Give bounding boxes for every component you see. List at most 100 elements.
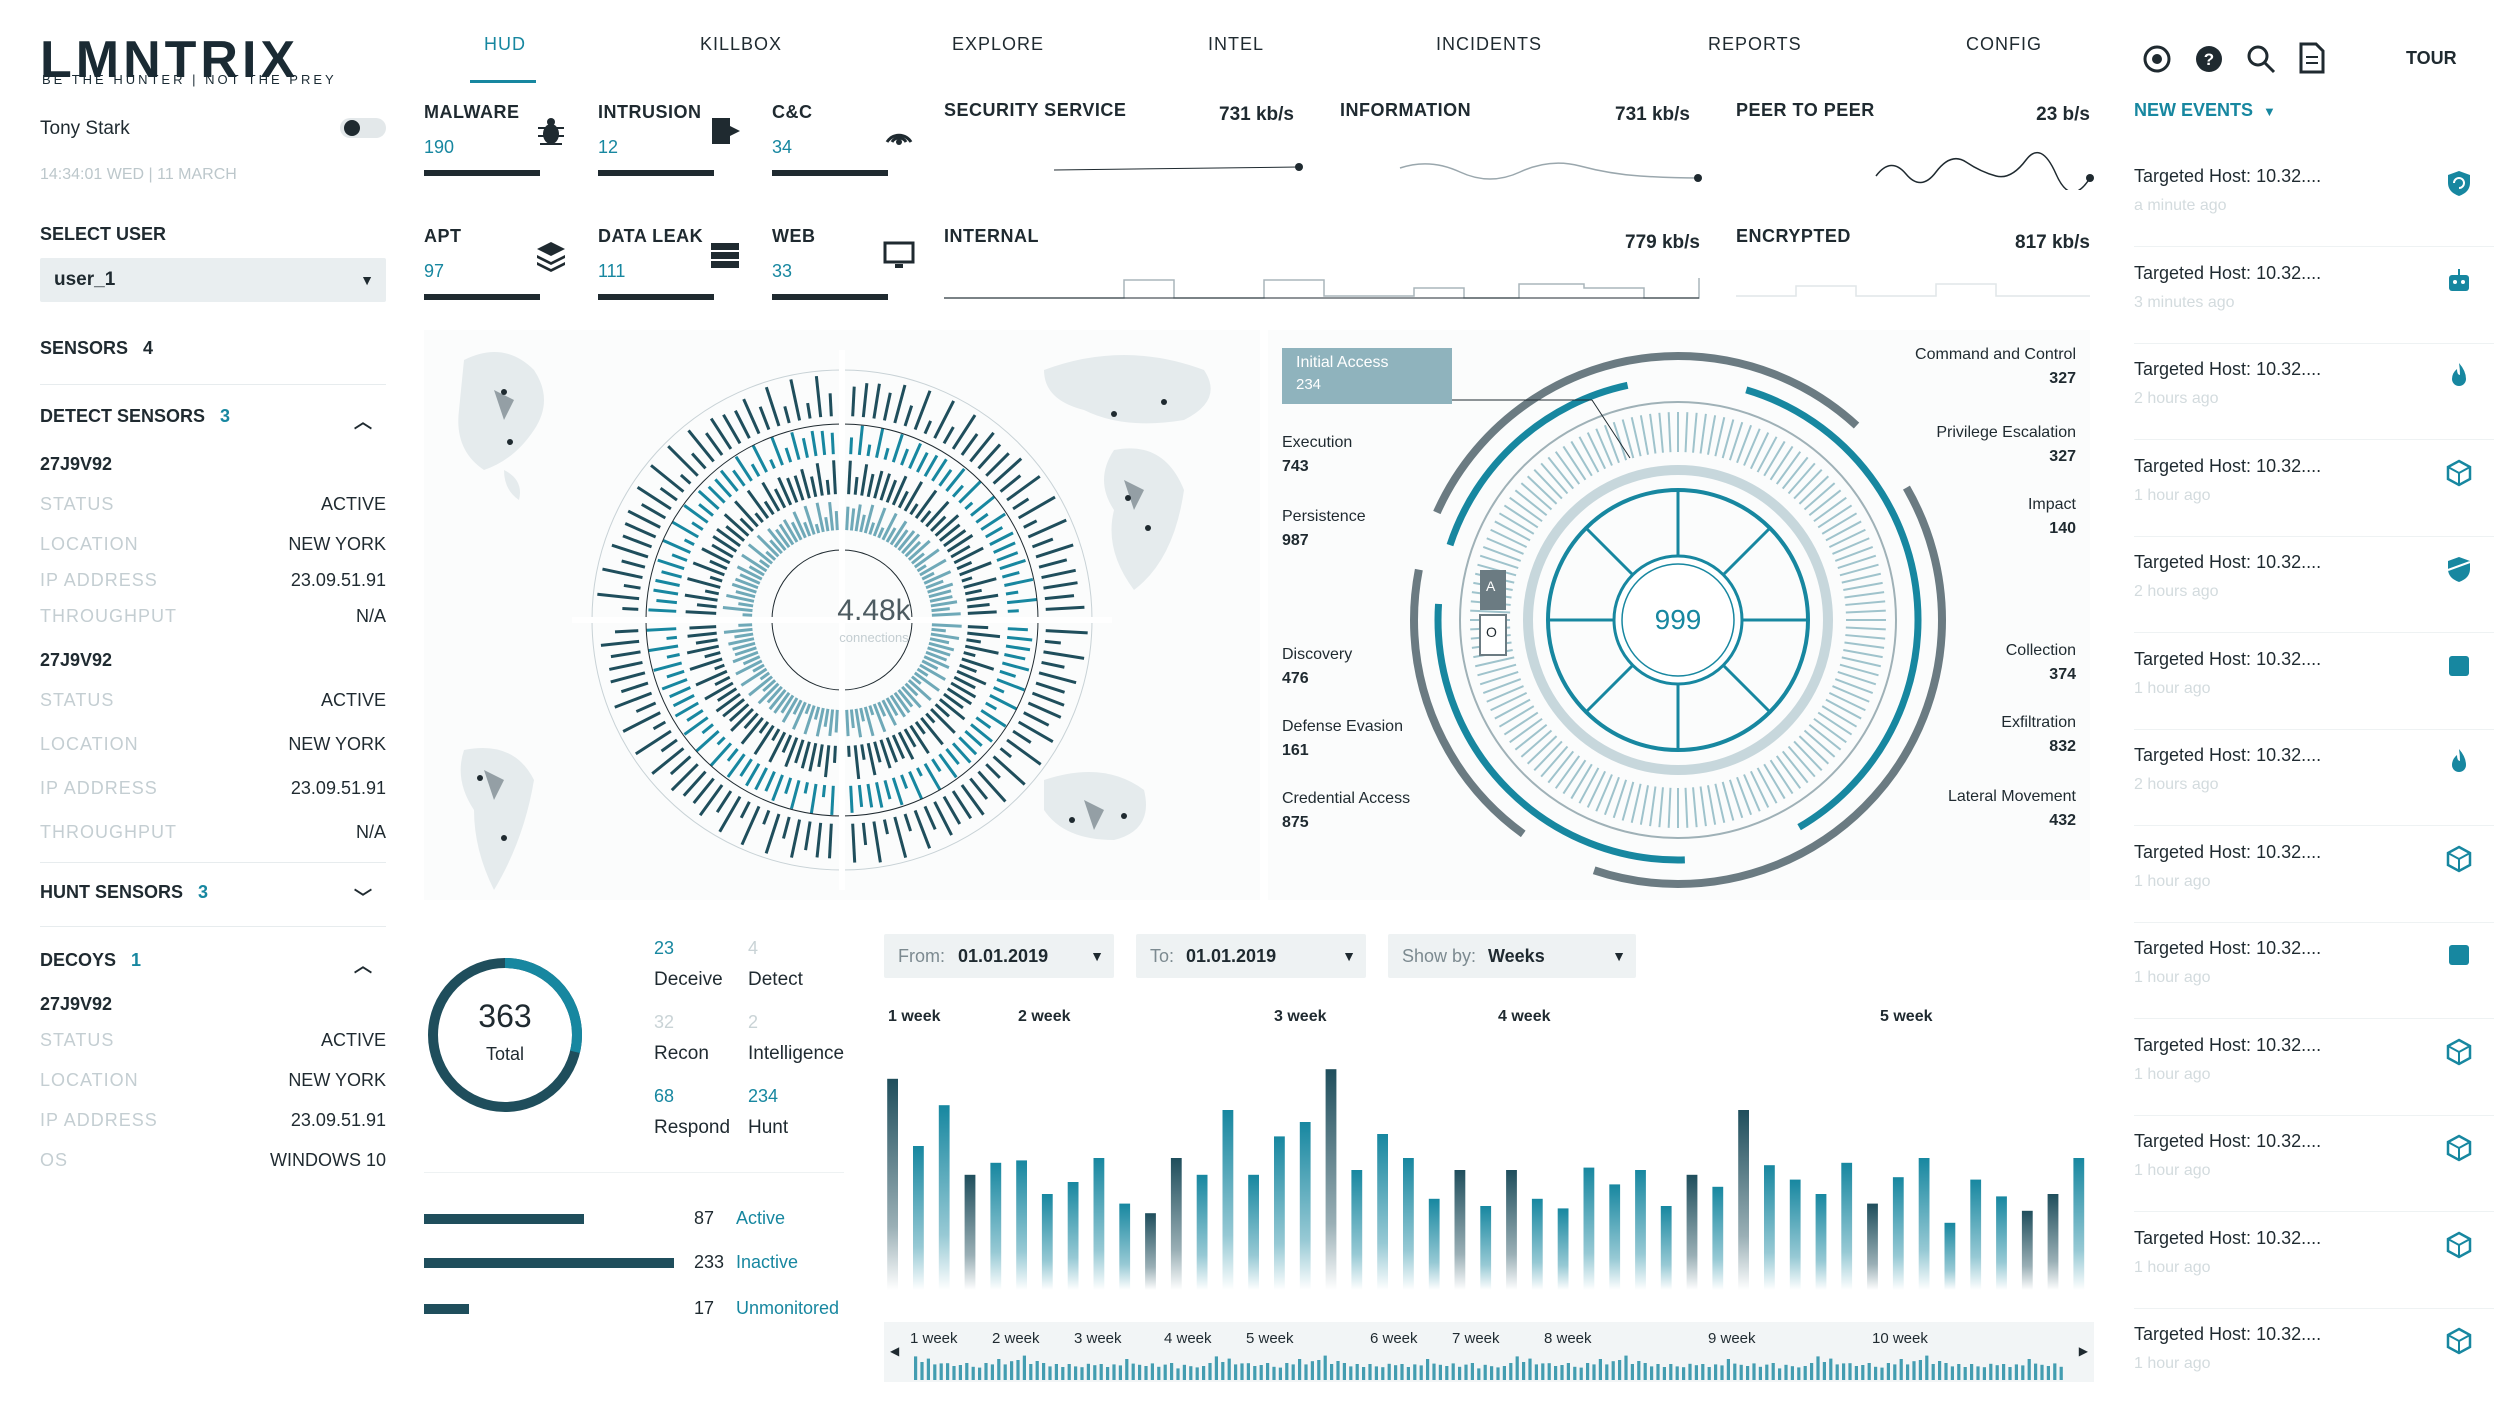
event-item[interactable]: Targeted Host: 10.32.... 2 hours ago [2134,745,2474,841]
bar[interactable] [2047,1194,2059,1290]
mitre-execution[interactable]: Execution 743 [1282,434,1353,475]
bar[interactable] [1764,1165,1775,1290]
mitre-impact[interactable]: Impact 140 [2027,496,2076,537]
traffic-internal[interactable]: INTERNAL 779 kb/s [944,226,1700,306]
document-icon[interactable] [2298,42,2326,74]
bar[interactable] [1557,1208,1569,1290]
event-item[interactable]: Targeted Host: 10.32.... 1 hour ago [2134,649,2474,745]
stat-detect[interactable]: 4 Detect [748,938,803,990]
bar[interactable] [1506,1170,1517,1290]
bar[interactable] [1325,1069,1337,1290]
bar[interactable] [1480,1206,1492,1290]
bar[interactable] [1815,1194,1827,1290]
bar[interactable] [990,1162,1002,1290]
search-icon[interactable] [2246,44,2276,74]
bar[interactable] [1944,1222,1956,1290]
stat-recon[interactable]: 32 Recon [654,1012,709,1064]
help-icon[interactable]: ? [2194,44,2224,74]
mitre-collection[interactable]: Collection 374 [2005,642,2076,683]
decoys-heading[interactable]: DECOYS 1 ︿ [40,950,372,976]
bar[interactable] [913,1146,924,1290]
detect-sensors-heading[interactable]: DETECT SENSORS 3 ︿ [40,406,372,432]
kpi-apt[interactable]: APT 97 [424,226,574,300]
bar[interactable] [1660,1206,1672,1290]
chevron-up-icon[interactable]: ︿ [354,412,372,432]
bar[interactable] [1403,1158,1414,1290]
stat-hunt[interactable]: 234 Hunt [748,1086,789,1138]
bar[interactable] [1738,1110,1749,1290]
scroll-left-icon[interactable]: ◀ [890,1344,900,1358]
bar[interactable] [1196,1174,1208,1290]
hunt-sensors-heading[interactable]: HUNT SENSORS 3 ﹀ [40,882,372,908]
bar[interactable] [1377,1134,1388,1290]
bar[interactable] [1454,1170,1466,1290]
event-item[interactable]: Targeted Host: 10.32.... 1 hour ago [2134,938,2474,1034]
scroll-right-icon[interactable]: ▶ [2078,1344,2088,1358]
event-item[interactable]: Targeted Host: 10.32.... 1 hour ago [2134,1228,2474,1324]
status-active-label[interactable]: Active [736,1208,786,1228]
bar[interactable] [1583,1167,1595,1290]
chevron-down-icon[interactable]: ﹀ [354,888,372,908]
kpi-intrusion[interactable]: INTRUSION 12 [598,102,748,176]
event-item[interactable]: Targeted Host: 10.32.... 1 hour ago [2134,456,2474,552]
bar[interactable] [2073,1158,2085,1290]
bar[interactable] [1145,1213,1156,1290]
settings-icon[interactable] [2142,44,2172,74]
bar[interactable] [1531,1198,1543,1290]
tab-reports[interactable]: REPORTS [1708,34,1802,54]
bar[interactable] [1789,1179,1801,1290]
bar[interactable] [2021,1210,2033,1290]
bar[interactable] [1996,1196,2007,1290]
bar[interactable] [887,1078,898,1290]
kpi-cnc[interactable]: C&C 34 [772,102,922,176]
bar[interactable] [1867,1203,1878,1290]
traffic-information[interactable]: INFORMATION 731 kb/s [1340,100,1702,190]
tab-incidents[interactable]: INCIDENTS [1436,34,1543,54]
bar[interactable] [964,1174,976,1290]
bar[interactable] [1918,1158,1930,1290]
event-item[interactable]: Targeted Host: 10.32.... 1 hour ago [2134,1324,2474,1420]
bar[interactable] [1686,1174,1698,1290]
decoy-id[interactable]: 27J9V92 [40,994,113,1014]
bar[interactable] [1119,1203,1131,1290]
bar[interactable] [1016,1160,1027,1290]
kpi-data-leak[interactable]: DATA LEAK 111 [598,226,748,300]
event-item[interactable]: Targeted Host: 10.32.... 1 hour ago [2134,842,2474,938]
mitre-discovery[interactable]: Discovery 476 [1282,646,1353,687]
tab-config[interactable]: CONFIG [1966,34,2042,54]
mitre-persistence[interactable]: Persistence 987 [1282,508,1366,549]
bar[interactable] [938,1105,950,1290]
bar[interactable] [1067,1182,1079,1290]
event-item[interactable]: Targeted Host: 10.32.... 3 minutes ago [2134,263,2474,359]
bar[interactable] [1170,1158,1182,1290]
bar[interactable] [1970,1179,1982,1290]
stat-intelligence[interactable]: 2 Intelligence [748,1012,845,1064]
bar[interactable] [1428,1198,1440,1290]
bar[interactable] [1635,1170,1646,1290]
bar[interactable] [1041,1194,1053,1290]
tour-button[interactable]: TOUR [2406,48,2457,68]
chevron-up-icon[interactable]: ︿ [354,956,372,976]
sensor-id[interactable]: 27J9V92 [40,650,113,670]
tab-killbox[interactable]: KILLBOX [700,34,783,54]
traffic-peer-to-peer[interactable]: PEER TO PEER 23 b/s [1736,100,2094,190]
tab-hud[interactable]: HUD [484,34,526,54]
timeline-scrubber[interactable]: ◀ ▶ [884,1322,2094,1382]
kpi-web[interactable]: WEB 33 [772,226,922,300]
bar[interactable] [1351,1170,1363,1290]
to-date-dropdown[interactable]: To: 01.01.2019 ▼ [1136,934,1366,978]
mitre-lateral-movement[interactable]: Lateral Movement 432 [1947,788,2076,829]
mitre-exfiltration[interactable]: Exfiltration 832 [2001,714,2076,755]
mitre-defense-evasion[interactable]: Defense Evasion 161 [1282,718,1403,759]
tab-explore[interactable]: EXPLORE [952,34,1045,54]
mitre-credential-access[interactable]: Credential Access 875 [1282,790,1411,831]
event-item[interactable]: Targeted Host: 10.32.... a minute ago [2134,166,2474,262]
event-item[interactable]: Targeted Host: 10.32.... 1 hour ago [2134,1131,2474,1227]
select-user-dropdown[interactable]: user_1 ▼ [40,258,386,302]
kpi-malware[interactable]: MALWARE 190 [424,102,574,176]
show-by-dropdown[interactable]: Show by: Weeks ▼ [1388,934,1636,978]
bar[interactable] [1299,1122,1311,1290]
stat-deceive[interactable]: 23 Deceive [654,938,723,990]
bar[interactable] [1892,1177,1904,1290]
user-toggle[interactable] [340,118,386,138]
